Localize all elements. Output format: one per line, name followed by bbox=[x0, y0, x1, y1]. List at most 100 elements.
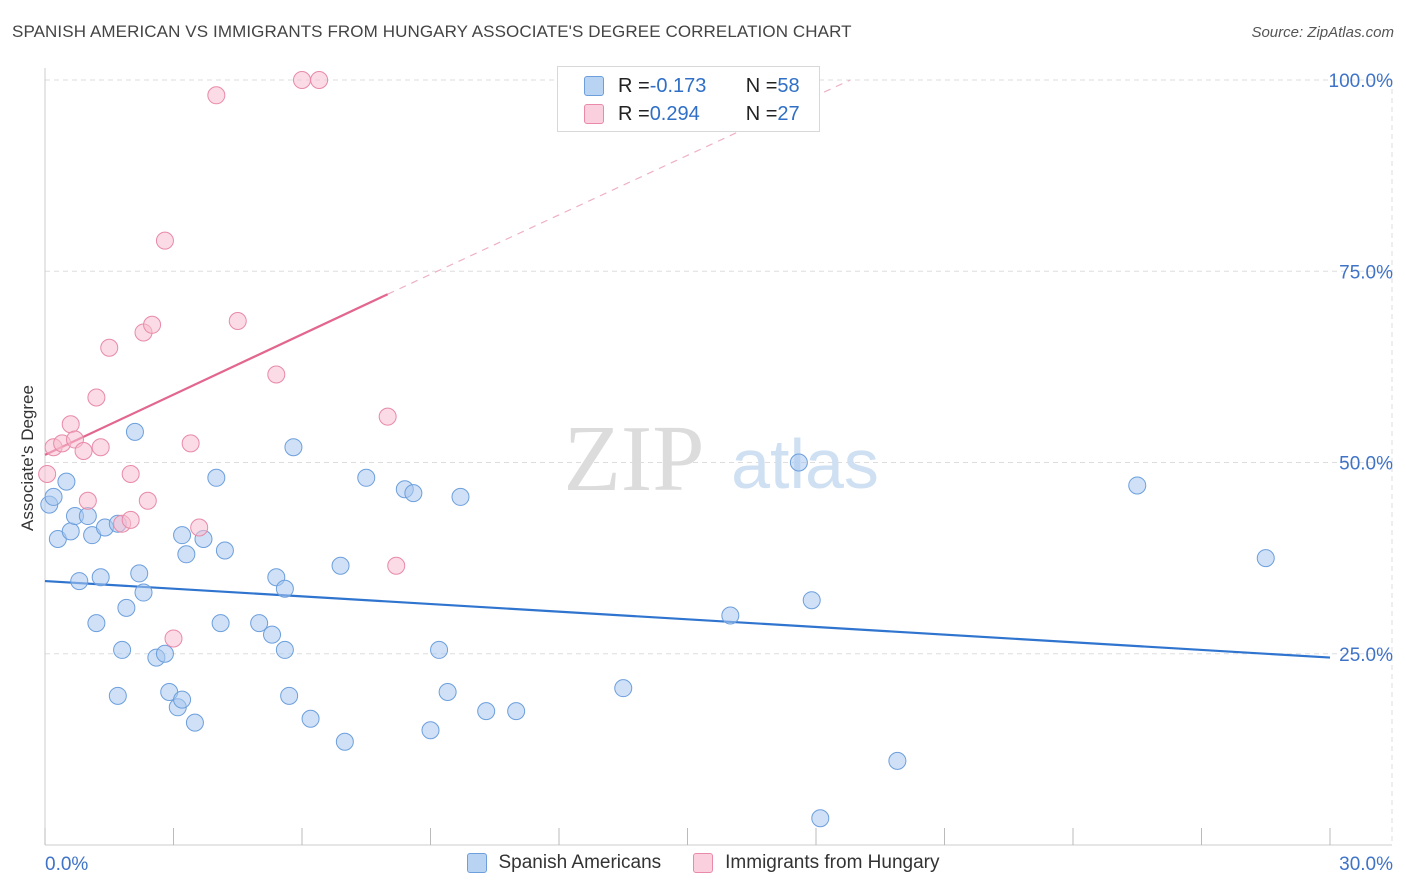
point-spanish-americans bbox=[173, 526, 192, 545]
chart-title: SPANISH AMERICAN VS IMMIGRANTS FROM HUNG… bbox=[12, 22, 852, 41]
point-spanish-americans bbox=[335, 732, 354, 751]
point-spanish-americans bbox=[215, 541, 234, 560]
legend-swatch-pink bbox=[693, 853, 714, 873]
point-spanish-americans bbox=[438, 683, 457, 701]
point-spanish-americans bbox=[477, 702, 496, 721]
point-spanish-americans bbox=[1128, 476, 1147, 495]
point-spanish-americans bbox=[301, 709, 320, 728]
legend-label-spanish-americans: Spanish Americans bbox=[498, 852, 662, 873]
point-immigrants-hungary bbox=[228, 311, 247, 330]
point-immigrants-hungary bbox=[100, 338, 119, 357]
data-points bbox=[38, 71, 1275, 828]
point-spanish-americans bbox=[57, 472, 76, 491]
source-label: Source: ZipAtlas.com bbox=[1251, 24, 1394, 41]
point-spanish-americans bbox=[173, 690, 192, 709]
point-spanish-americans bbox=[113, 640, 132, 659]
series-legend: Spanish Americans Immigrants from Hungar… bbox=[0, 852, 1406, 874]
legend-n-value-pink: 27 bbox=[777, 102, 800, 125]
point-spanish-americans bbox=[421, 721, 440, 740]
trend-line-immigrants-hungary bbox=[44, 293, 389, 456]
point-spanish-americans bbox=[70, 572, 89, 591]
point-immigrants-hungary bbox=[87, 388, 106, 407]
y-tick-label: 100.0% bbox=[1329, 71, 1394, 92]
point-spanish-americans bbox=[280, 686, 299, 705]
point-immigrants-hungary bbox=[61, 415, 80, 434]
legend-row-immigrants-hungary: R = 0.294 N = 27 bbox=[584, 102, 800, 126]
tick-labels: 25.0% 50.0% 75.0% 100.0% 0.0% 30.0% bbox=[45, 71, 1393, 875]
point-spanish-americans bbox=[802, 591, 821, 610]
trend-lines bbox=[44, 79, 1331, 659]
legend-row-spanish-americans: R = -0.173 N = 58 bbox=[584, 74, 800, 98]
x-tick-label: 30.0% bbox=[1339, 854, 1393, 875]
legend-r-value-blue: -0.173 bbox=[649, 74, 707, 97]
point-spanish-americans bbox=[61, 522, 80, 541]
point-immigrants-hungary bbox=[38, 464, 57, 483]
point-spanish-americans bbox=[507, 702, 526, 721]
point-immigrants-hungary bbox=[190, 518, 209, 537]
point-immigrants-hungary bbox=[181, 434, 200, 453]
y-tick-label: 25.0% bbox=[1339, 645, 1393, 666]
y-tick-label: 50.0% bbox=[1339, 454, 1393, 475]
point-immigrants-hungary bbox=[378, 407, 397, 426]
point-immigrants-hungary bbox=[164, 629, 183, 648]
point-immigrants-hungary bbox=[155, 231, 174, 250]
point-spanish-americans bbox=[185, 713, 204, 732]
point-spanish-americans bbox=[155, 644, 174, 663]
watermark-zip: ZIP bbox=[564, 407, 705, 511]
legend-swatch-blue bbox=[466, 853, 487, 873]
legend-item-spanish-americans[interactable]: Spanish Americans bbox=[466, 852, 662, 874]
point-immigrants-hungary bbox=[74, 442, 93, 461]
point-immigrants-hungary bbox=[387, 556, 406, 575]
point-immigrants-hungary bbox=[207, 86, 226, 105]
point-spanish-americans bbox=[207, 468, 226, 487]
legend-swatch-blue bbox=[584, 76, 604, 96]
point-immigrants-hungary bbox=[78, 491, 97, 510]
point-spanish-americans bbox=[275, 579, 294, 598]
point-immigrants-hungary bbox=[121, 464, 140, 483]
legend-item-immigrants-hungary[interactable]: Immigrants from Hungary bbox=[693, 852, 940, 874]
point-spanish-americans bbox=[44, 487, 63, 506]
point-spanish-americans bbox=[275, 640, 294, 659]
point-spanish-americans bbox=[125, 422, 144, 441]
correlation-legend: R = -0.173 N = 58 R = 0.294 N = 27 bbox=[557, 66, 820, 132]
trend-extension-immigrants-hungary bbox=[387, 79, 851, 295]
point-spanish-americans bbox=[451, 487, 470, 506]
point-spanish-americans bbox=[250, 614, 269, 633]
point-spanish-americans bbox=[721, 606, 740, 625]
point-spanish-americans bbox=[134, 583, 153, 602]
point-spanish-americans bbox=[211, 614, 230, 633]
watermark: ZIP atlas bbox=[564, 407, 879, 511]
point-immigrants-hungary bbox=[310, 71, 329, 89]
point-spanish-americans bbox=[357, 468, 376, 487]
point-spanish-americans bbox=[284, 438, 303, 457]
point-spanish-americans bbox=[404, 484, 423, 503]
grid-lines bbox=[45, 79, 1393, 845]
legend-label-immigrants-hungary: Immigrants from Hungary bbox=[725, 852, 940, 873]
point-spanish-americans bbox=[811, 809, 830, 828]
legend-n-label: N = bbox=[745, 102, 778, 125]
legend-r-label: R = bbox=[618, 102, 650, 125]
legend-swatch-pink bbox=[584, 104, 604, 124]
y-tick-label: 75.0% bbox=[1339, 262, 1393, 283]
legend-n-value-blue: 58 bbox=[777, 74, 800, 97]
point-immigrants-hungary bbox=[267, 365, 286, 384]
x-tick-label: 0.0% bbox=[45, 854, 88, 875]
legend-r-label: R = bbox=[618, 74, 650, 97]
point-spanish-americans bbox=[130, 564, 149, 583]
point-spanish-americans bbox=[331, 556, 350, 575]
point-spanish-americans bbox=[117, 598, 136, 617]
trend-line-spanish-americans bbox=[44, 579, 1331, 659]
point-immigrants-hungary bbox=[138, 491, 157, 510]
point-spanish-americans bbox=[614, 679, 633, 698]
legend-r-value-pink: 0.294 bbox=[649, 102, 700, 125]
point-spanish-americans bbox=[430, 640, 449, 659]
point-spanish-americans bbox=[108, 686, 127, 705]
point-immigrants-hungary bbox=[121, 510, 140, 529]
point-immigrants-hungary bbox=[143, 315, 162, 334]
point-spanish-americans bbox=[177, 545, 196, 564]
point-spanish-americans bbox=[263, 625, 282, 644]
point-spanish-americans bbox=[91, 568, 110, 587]
legend-n-label: N = bbox=[745, 74, 778, 97]
point-spanish-americans bbox=[789, 453, 808, 472]
